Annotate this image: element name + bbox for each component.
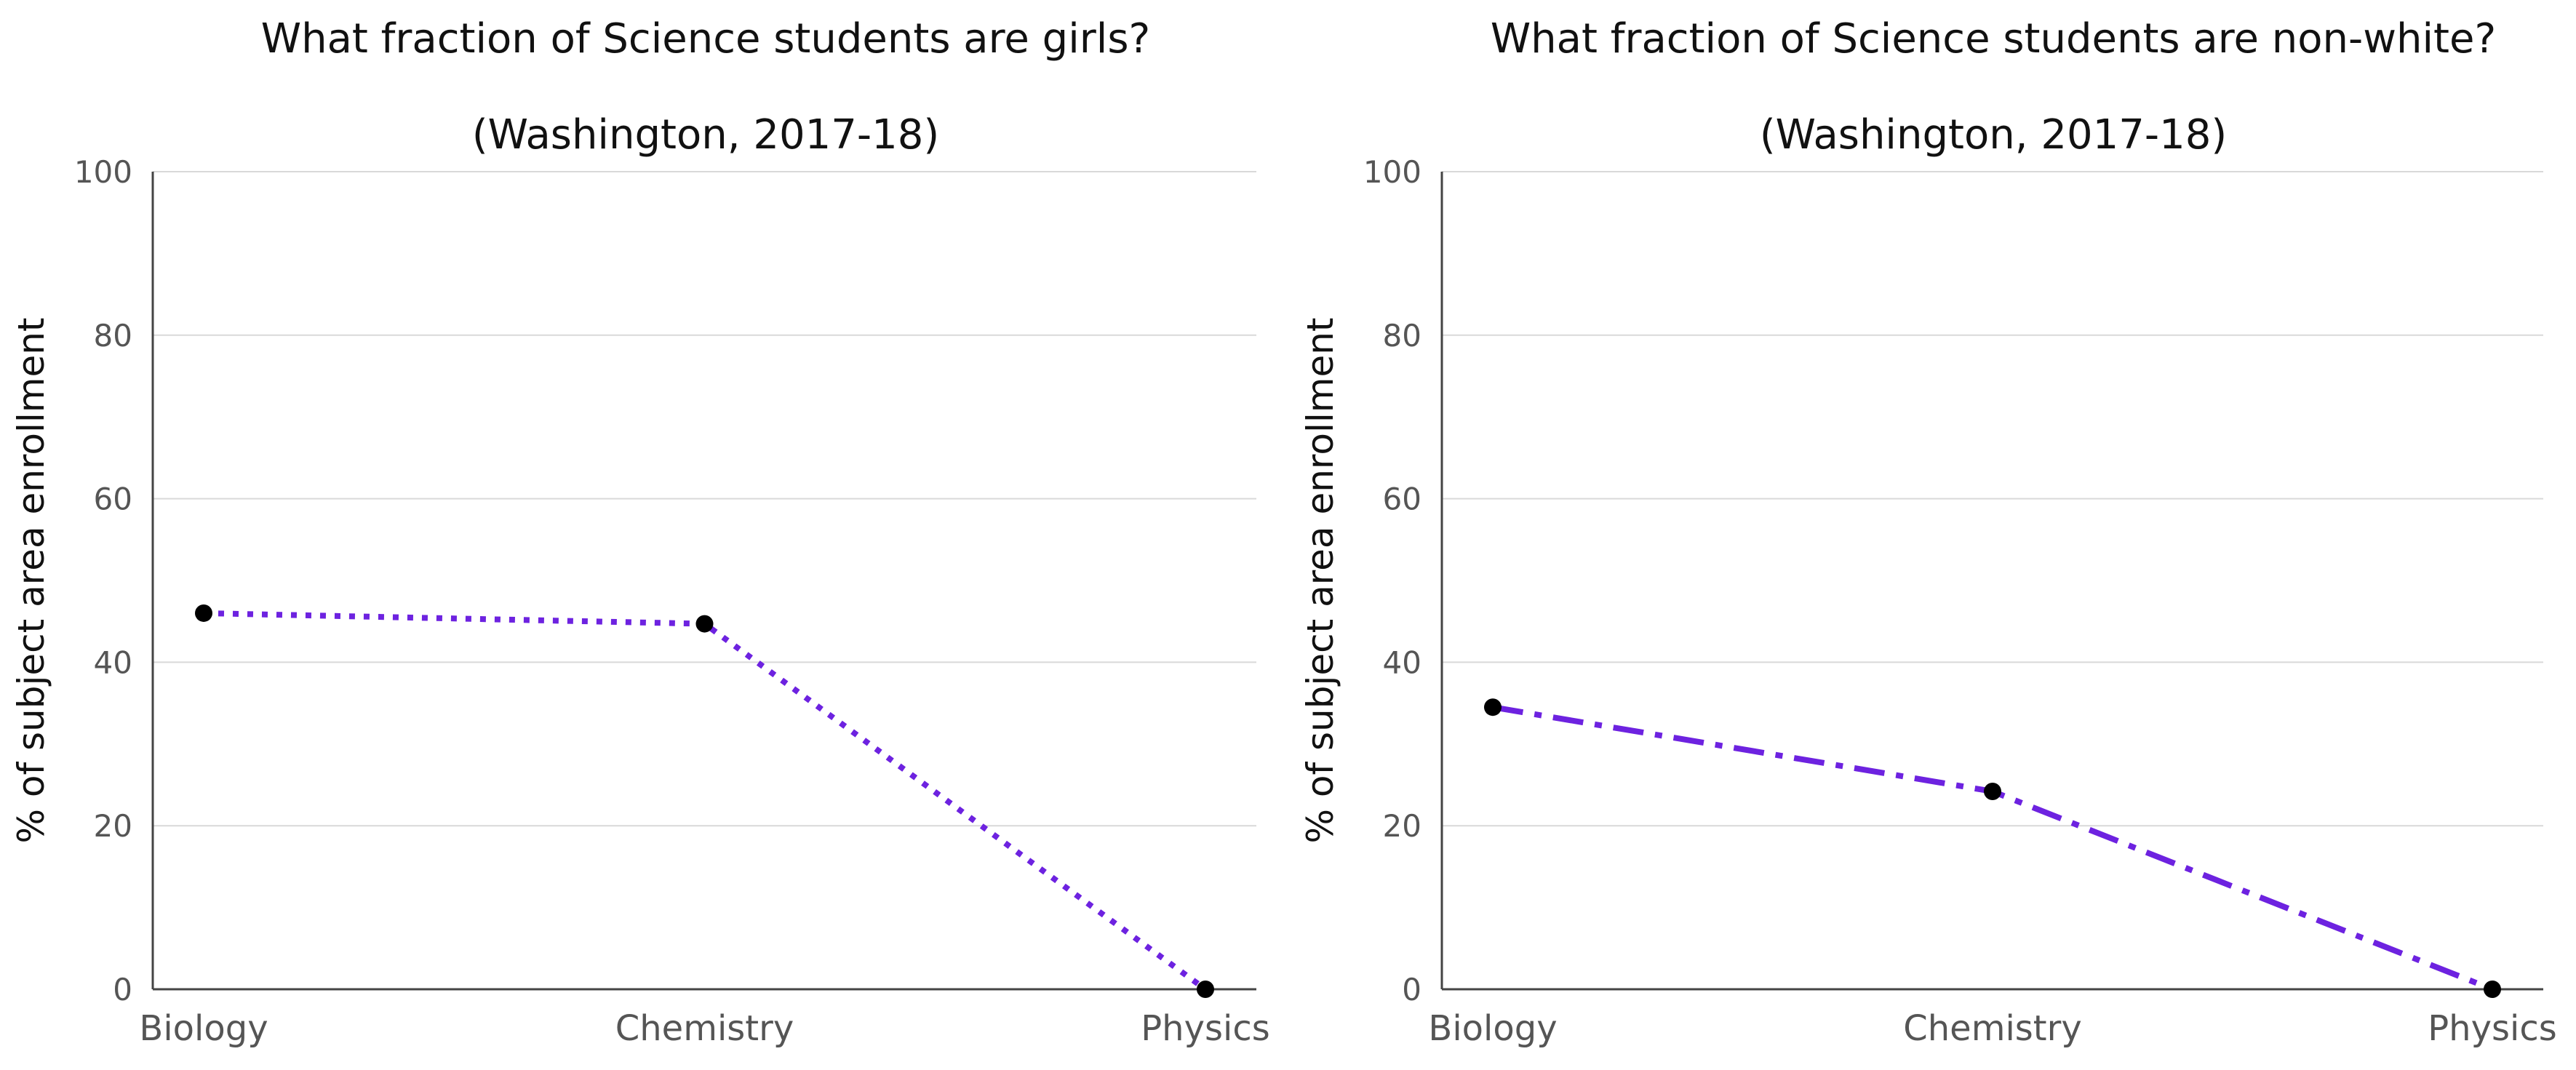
x-tick-label: Chemistry [1903, 1008, 2082, 1049]
y-tick-label: 80 [1383, 318, 1421, 354]
y-tick-label: 100 [1363, 154, 1421, 190]
y-tick-label: 40 [1383, 644, 1421, 680]
data-point [1484, 698, 1502, 716]
x-tick-label: Physics [2428, 1008, 2557, 1049]
chart-title: What fraction of Science students are no… [1491, 15, 2496, 63]
y-tick-label: 60 [1383, 482, 1421, 517]
chart-subtitle: (Washington, 2017-18) [1760, 111, 2227, 159]
y-tick-label: 20 [94, 808, 132, 844]
y-tick-label: 60 [94, 482, 132, 517]
chart-title: What fraction of Science students are gi… [261, 15, 1151, 63]
chart-panel-2: What fraction of Science students are no… [1299, 15, 2557, 1049]
y-tick-label: 40 [94, 644, 132, 680]
series-line [1492, 704, 2494, 992]
x-tick-label: Biology [1428, 1008, 1557, 1049]
x-tick-label: Chemistry [615, 1008, 794, 1049]
y-tick-label: 20 [1383, 808, 1421, 844]
series-line [203, 610, 1208, 992]
y-axis-label: % of subject area enrollment [1299, 317, 1341, 843]
chart-panel-1: What fraction of Science students are gi… [10, 15, 1270, 1049]
chart-subtitle: (Washington, 2017-18) [472, 111, 939, 159]
y-axis-label: % of subject area enrollment [10, 317, 52, 843]
data-point [2484, 981, 2501, 998]
data-point [1197, 981, 1214, 998]
data-point [195, 604, 212, 622]
y-tick-label: 80 [94, 318, 132, 354]
data-point [695, 615, 714, 633]
data-point [1984, 782, 2001, 800]
x-tick-label: Physics [1141, 1008, 1270, 1049]
y-tick-label: 0 [113, 972, 132, 1007]
y-tick-label: 100 [74, 154, 132, 190]
y-tick-label: 0 [1402, 972, 1421, 1007]
x-tick-label: Biology [139, 1008, 268, 1049]
